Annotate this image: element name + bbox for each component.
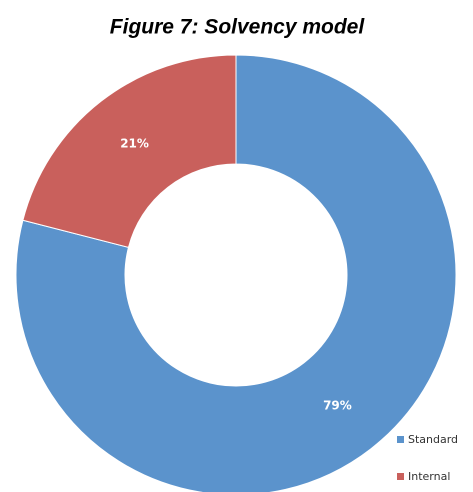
donut-slice (15, 54, 457, 492)
chart-title: Figure 7: Solvency model (110, 16, 366, 39)
legend-swatch (397, 473, 404, 480)
data-label: 79% (323, 398, 352, 412)
legend-swatch (397, 436, 404, 443)
legend-label: Internal (408, 470, 450, 483)
data-label: 21% (120, 137, 149, 151)
donut-slice (22, 54, 237, 249)
legend-label: Standard (408, 433, 458, 446)
